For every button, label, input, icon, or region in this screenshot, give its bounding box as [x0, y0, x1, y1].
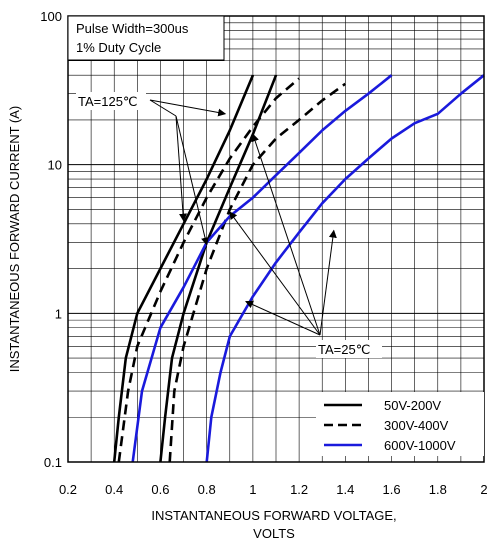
y-tick-label: 10 [48, 158, 62, 173]
test-condition-box-frame [67, 15, 225, 61]
x-axis-label: INSTANTANEOUS FORWARD VOLTAGE, [151, 508, 396, 523]
grid [67, 16, 485, 463]
curve-300v-400v-125c [117, 77, 300, 463]
callout-arrow [229, 211, 321, 336]
x-axis-label-units: VOLTS [253, 526, 295, 541]
ta25-label: TA=25℃ [318, 342, 370, 357]
ta125-callout: TA=125℃ [76, 92, 146, 110]
callout-arrow [175, 115, 188, 222]
ta125-label: TA=125℃ [78, 94, 138, 109]
x-tick-label: 1.4 [336, 482, 354, 497]
legend: 50V-200V 300V-400V 600V-1000V [316, 392, 484, 456]
callout-arrow [245, 300, 321, 336]
duty-cycle-note: 1% Duty Cycle [76, 40, 161, 55]
curve-50v-200v-25c [159, 74, 278, 463]
x-tick-label: 1.8 [429, 482, 447, 497]
legend-label-300v-400v: 300V-400V [384, 418, 449, 433]
callout-arrow [251, 133, 321, 336]
curve-300v-400v-25c [168, 82, 347, 463]
curve-50v-200v-125c [112, 74, 255, 463]
ta25-callout: TA=25℃ [316, 340, 382, 358]
plot-frame [67, 15, 485, 463]
x-tick-labels: 0.2 0.4 0.6 0.8 1 1.2 1.4 1.6 1.8 2 [59, 482, 488, 497]
ta25-label-background [316, 340, 382, 358]
y-axis-label: INSTANTANEOUS FORWARD CURRENT (A) [7, 106, 22, 373]
y-tick-labels: 0.1 1 10 100 [40, 9, 62, 470]
pulse-width-note: Pulse Width=300us [76, 21, 189, 36]
curve-600v-1000v-25c [205, 74, 485, 463]
callout-arrow [319, 229, 337, 336]
curves [112, 74, 485, 463]
callout-arrow [175, 115, 209, 246]
x-tick-label: 0.6 [151, 482, 169, 497]
callout-connector [149, 99, 177, 117]
x-tick-label: 0.2 [59, 482, 77, 497]
y-tick-label: 0.1 [44, 455, 62, 470]
callout-arrow [149, 99, 227, 117]
callout-arrows [149, 99, 337, 336]
x-tick-label: 1.6 [383, 482, 401, 497]
curve-600v-1000v-125c [131, 74, 393, 463]
y-tick-label: 1 [55, 306, 62, 321]
x-tick-label: 1 [249, 482, 256, 497]
x-tick-label: 0.4 [105, 482, 123, 497]
y-tick-label: 100 [40, 9, 62, 24]
legend-label-50v-200v: 50V-200V [384, 398, 441, 413]
x-tick-label: 1.2 [290, 482, 308, 497]
test-condition-box: Pulse Width=300us 1% Duty Cycle [67, 15, 225, 61]
x-tick-label: 0.8 [198, 482, 216, 497]
ta125-label-background [76, 92, 146, 110]
x-tick-label: 2 [480, 482, 487, 497]
legend-label-600v-1000v: 600V-1000V [384, 438, 456, 453]
